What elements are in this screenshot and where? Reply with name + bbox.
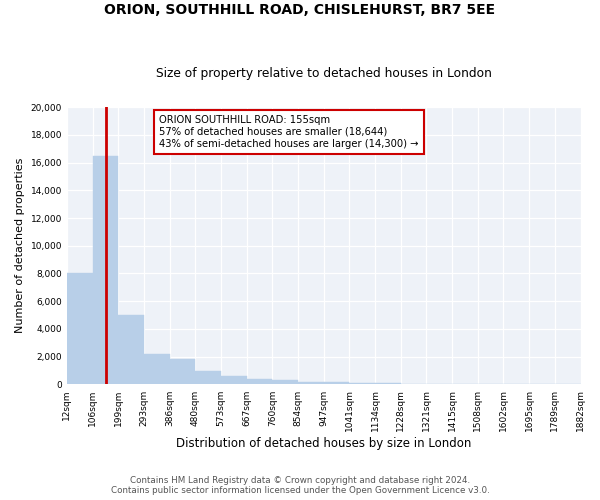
Title: Size of property relative to detached houses in London: Size of property relative to detached ho… <box>156 66 491 80</box>
Bar <box>247 379 272 384</box>
Bar <box>221 376 247 384</box>
Bar <box>170 360 196 384</box>
Bar <box>298 382 324 384</box>
Bar <box>67 274 92 384</box>
Bar <box>92 156 118 384</box>
Text: ORION SOUTHHILL ROAD: 155sqm
57% of detached houses are smaller (18,644)
43% of : ORION SOUTHHILL ROAD: 155sqm 57% of deta… <box>160 116 419 148</box>
Bar <box>196 370 221 384</box>
Y-axis label: Number of detached properties: Number of detached properties <box>15 158 25 334</box>
Bar <box>118 315 144 384</box>
Text: Contains HM Land Registry data © Crown copyright and database right 2024.
Contai: Contains HM Land Registry data © Crown c… <box>110 476 490 495</box>
X-axis label: Distribution of detached houses by size in London: Distribution of detached houses by size … <box>176 437 472 450</box>
Bar <box>349 383 375 384</box>
Text: ORION, SOUTHHILL ROAD, CHISLEHURST, BR7 5EE: ORION, SOUTHHILL ROAD, CHISLEHURST, BR7 … <box>104 2 496 16</box>
Bar <box>144 354 170 384</box>
Bar <box>272 380 298 384</box>
Bar <box>324 382 349 384</box>
